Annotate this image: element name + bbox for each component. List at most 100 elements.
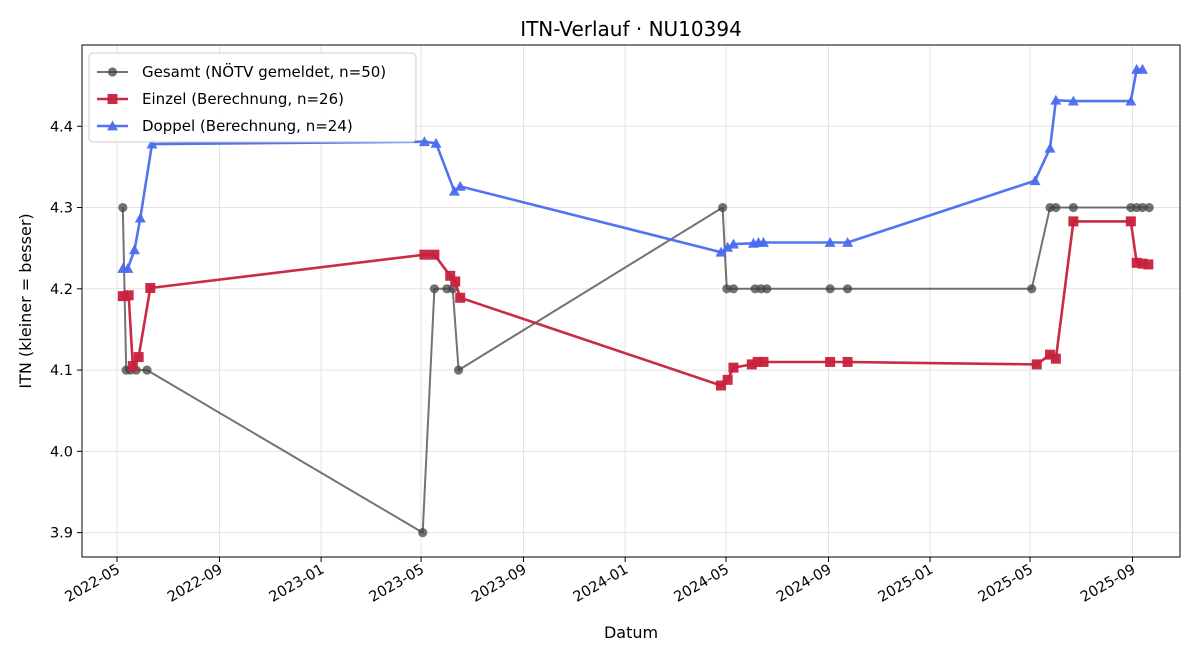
- legend-label: Einzel (Berechnung, n=26): [142, 90, 344, 108]
- x-tick-label: 2023-09: [469, 562, 529, 606]
- data-point: [419, 249, 430, 260]
- data-point: [133, 352, 144, 363]
- data-point: [825, 284, 835, 294]
- legend-label: Gesamt (NÖTV gemeldet, n=50): [142, 62, 386, 81]
- data-point: [418, 528, 428, 538]
- data-point: [142, 365, 152, 375]
- data-point: [1050, 353, 1061, 364]
- data-point: [117, 291, 128, 302]
- legend-marker: [107, 67, 118, 77]
- data-point: [448, 185, 460, 196]
- data-point: [127, 361, 138, 372]
- data-point: [727, 238, 739, 249]
- data-point: [122, 262, 134, 273]
- data-point: [728, 284, 739, 294]
- data-point: [1027, 284, 1037, 294]
- data-point: [1029, 175, 1041, 186]
- data-point: [1144, 202, 1154, 213]
- data-point: [715, 380, 726, 391]
- y-axis-label: ITN (kleiner = besser): [16, 213, 35, 388]
- data-point: [418, 136, 430, 147]
- data-point: [722, 241, 734, 252]
- x-tick-label: 2023-01: [267, 562, 327, 606]
- data-point: [1045, 349, 1056, 360]
- legend-label: Doppel (Berechnung, n=24): [142, 117, 353, 135]
- series-gesamt: [118, 202, 1154, 538]
- data-point: [1068, 216, 1079, 227]
- data-point: [1131, 257, 1142, 268]
- y-tick-label: 4.4: [50, 119, 73, 135]
- data-point: [762, 284, 772, 294]
- x-tick-label: 2024-01: [571, 562, 631, 606]
- data-point: [128, 244, 140, 255]
- data-point: [824, 236, 836, 247]
- data-point: [455, 292, 466, 303]
- data-point: [1143, 259, 1154, 270]
- x-tick-label: 2022-09: [165, 562, 225, 606]
- x-tick-label: 2022-05: [63, 562, 123, 606]
- data-point: [429, 249, 440, 260]
- data-point: [1050, 94, 1062, 105]
- data-point: [728, 362, 739, 373]
- data-point: [752, 356, 763, 367]
- data-point: [1125, 216, 1136, 227]
- x-tick-label: 2024-09: [774, 562, 834, 606]
- data-point: [123, 290, 134, 301]
- data-point: [842, 236, 854, 247]
- grid-layer: [82, 45, 1180, 557]
- data-point: [842, 356, 853, 367]
- data-point: [454, 180, 466, 191]
- data-point: [1044, 142, 1056, 153]
- data-point: [430, 137, 442, 148]
- chart-title: ITN-Verlauf · NU10394: [520, 17, 742, 41]
- series-einzel: [117, 216, 1154, 391]
- x-tick-label: 2025-01: [876, 562, 936, 606]
- x-axis-label: Datum: [604, 623, 658, 642]
- data-point: [1137, 202, 1148, 213]
- data-point: [445, 270, 456, 281]
- data-point: [718, 202, 728, 213]
- data-point: [448, 284, 458, 294]
- legend-marker: [107, 94, 118, 104]
- data-point: [453, 365, 464, 375]
- data-point: [715, 246, 727, 257]
- data-point: [843, 284, 853, 294]
- legend-box: [88, 52, 417, 143]
- data-point: [757, 236, 769, 247]
- data-point: [429, 284, 439, 294]
- y-tick-label: 4.0: [50, 444, 73, 460]
- data-point: [1031, 359, 1042, 370]
- data-point: [146, 138, 158, 149]
- data-point: [746, 359, 757, 370]
- series-doppel: [117, 63, 1149, 273]
- data-point: [145, 282, 156, 293]
- data-point: [118, 202, 128, 213]
- data-point: [722, 374, 733, 385]
- data-point: [825, 356, 836, 367]
- y-tick-label: 4.1: [50, 363, 73, 379]
- data-point: [1068, 202, 1078, 213]
- data-point: [1125, 95, 1137, 106]
- y-tick-label: 4.2: [50, 282, 73, 298]
- x-tick-label: 2025-05: [976, 562, 1036, 606]
- y-tick-label: 3.9: [50, 526, 73, 542]
- data-point: [1067, 95, 1079, 106]
- data-point: [134, 212, 146, 223]
- legend-marker: [107, 120, 118, 131]
- data-point: [1137, 63, 1149, 74]
- y-tick-label: 4.3: [50, 201, 73, 217]
- series-layer: [117, 63, 1154, 538]
- data-point: [1137, 258, 1148, 269]
- data-point: [758, 356, 769, 367]
- data-point: [450, 276, 461, 287]
- x-tick-label: 2025-09: [1078, 562, 1138, 606]
- data-point: [722, 284, 732, 294]
- plot-frame: [81, 44, 1181, 558]
- legend: Gesamt (NÖTV gemeldet, n=50) Einzel (Bere…: [88, 52, 417, 143]
- x-tick-label: 2023-05: [367, 562, 427, 606]
- series-line-einzel: [122, 220, 1149, 387]
- data-point: [1051, 202, 1061, 213]
- x-tick-label: 2024-05: [671, 562, 731, 606]
